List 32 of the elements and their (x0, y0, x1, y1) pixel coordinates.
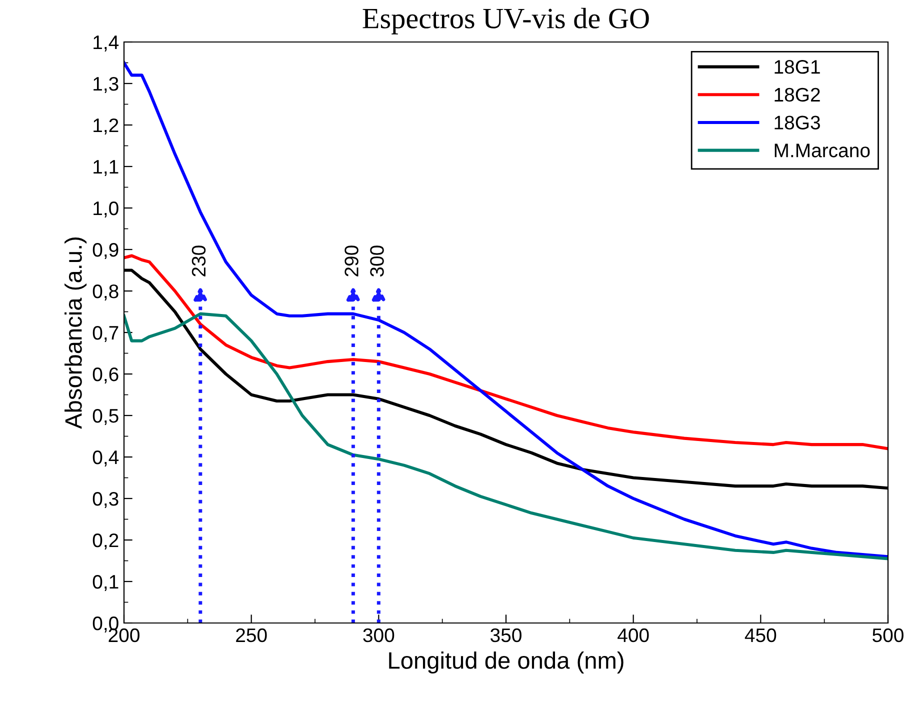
y-tick-label: 0,2 (92, 533, 118, 550)
legend-label: 18G3 (774, 116, 820, 130)
y-tick-label: 1,1 (94, 160, 118, 176)
y-tick-label: 0,5 (92, 408, 118, 426)
x-tick-label: 500 (872, 628, 904, 642)
y-tick-label: 0,1 (92, 574, 118, 592)
ref-line-label: 290 (344, 246, 358, 276)
y-tick-label: 1,3 (94, 76, 118, 94)
chart-title: Espectros UV-vis de GO (362, 8, 649, 34)
y-tick-label: 0,6 (92, 367, 118, 384)
x-axis-title: Longitud de onda (nm) (389, 652, 624, 674)
line-series (124, 61, 888, 558)
x-tick-label: 300 (363, 628, 394, 642)
y-tick-label: 0,3 (92, 492, 118, 508)
line-series (124, 312, 888, 560)
x-tick-label: 450 (744, 628, 776, 642)
y-tick-label: 1,0 (94, 201, 118, 218)
y-tick-label: 1,4 (94, 36, 119, 52)
legend-label: 18G1 (774, 60, 820, 74)
x-tick-label: 250 (236, 628, 267, 642)
y-tick-label: 0,8 (92, 284, 118, 301)
x-tick-label: 400 (618, 628, 649, 642)
legend-label: M.Marcano (774, 144, 870, 158)
ref-line-label: 230 (192, 246, 206, 276)
y-tick-label: 0,7 (92, 326, 118, 342)
legend-label: 18G2 (774, 88, 820, 102)
x-tick-label: 350 (490, 628, 522, 642)
y-tick-label: 0,4 (92, 450, 119, 467)
ref-line-label: 300 (370, 246, 384, 277)
y-axis-title: Absorbancia (a.u.) (64, 237, 87, 429)
y-tick-label: 1,2 (94, 118, 118, 135)
y-tick-label: 0,9 (92, 242, 118, 260)
